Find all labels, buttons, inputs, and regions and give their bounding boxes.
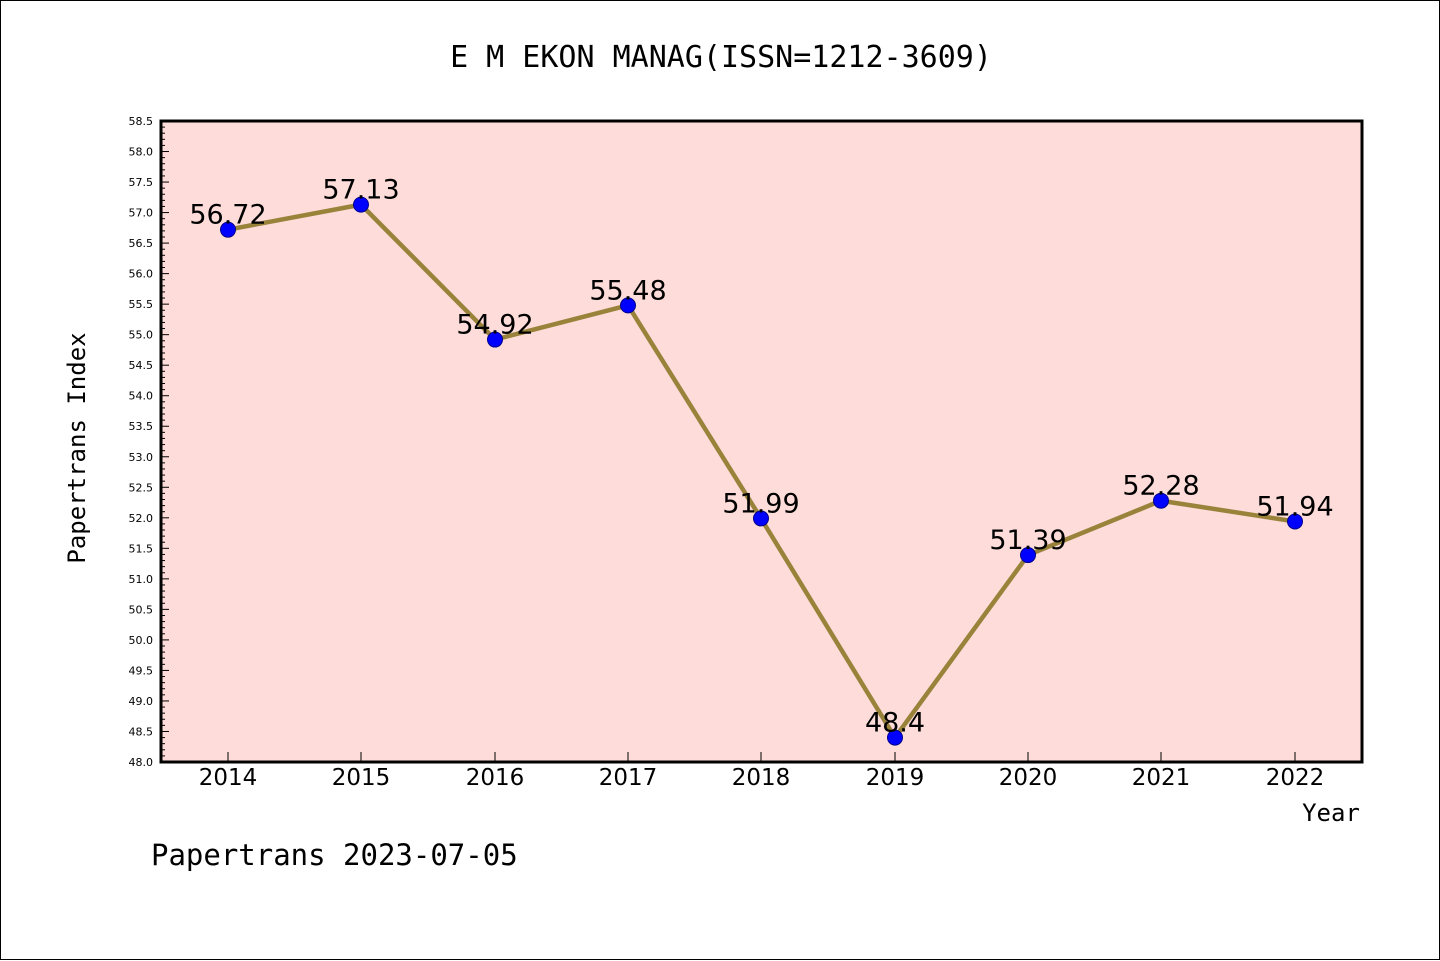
- data-point-marker: [1153, 492, 1169, 509]
- y-tick-label: 50.5: [129, 603, 154, 616]
- data-label: 52.28: [1122, 471, 1199, 502]
- data-point-marker: [620, 297, 636, 314]
- plot-area: [161, 121, 1362, 762]
- data-label: 54.92: [456, 310, 533, 341]
- x-tick-label: 2016: [466, 765, 525, 791]
- x-tick-label: 2019: [866, 765, 925, 791]
- data-point-marker: [487, 331, 503, 348]
- markers-group: [220, 196, 1303, 746]
- y-tick-label: 53.5: [129, 420, 154, 433]
- y-axis-title: Papertrans Index: [63, 332, 91, 563]
- x-tick-label: 2018: [732, 765, 791, 791]
- data-point-marker: [753, 510, 769, 527]
- data-label: 55.48: [589, 275, 666, 306]
- plot-border: [159, 119, 1364, 764]
- data-point-marker: [1287, 513, 1303, 530]
- y-tick-label: 51.5: [129, 542, 154, 555]
- x-tick-label: 2022: [1266, 765, 1325, 791]
- y-tick-label: 58.0: [129, 146, 154, 159]
- data-label: 57.13: [322, 175, 399, 206]
- y-tick-label: 54.5: [129, 359, 154, 372]
- y-tick-label: 57.5: [129, 176, 154, 189]
- y-tick-label: 57.0: [129, 207, 154, 220]
- y-tick-label: 58.5: [129, 115, 154, 128]
- footer-caption: Papertrans 2023-07-05: [151, 838, 518, 872]
- data-label: 51.39: [989, 525, 1066, 556]
- y-tick-label: 50.0: [129, 634, 154, 647]
- y-tick-label: 52.0: [129, 512, 154, 525]
- data-label: 48.4: [865, 708, 925, 739]
- data-point-marker: [887, 729, 903, 746]
- data-label: 51.94: [1256, 491, 1333, 522]
- y-tick-label: 55.0: [129, 329, 154, 342]
- y-tick-label: 51.0: [129, 573, 154, 586]
- x-tick-label: 2020: [999, 765, 1058, 791]
- x-tick-label: 2017: [599, 765, 658, 791]
- y-tick-label: 56.0: [129, 268, 154, 281]
- data-point-marker: [220, 221, 236, 238]
- data-point-marker: [353, 196, 369, 213]
- x-tick-label: 2015: [332, 765, 391, 791]
- y-tick-label: 48.0: [129, 756, 154, 769]
- x-axis-title: Year: [1302, 799, 1360, 827]
- y-tick-label: 49.0: [129, 695, 154, 708]
- x-axis: 2014 2015 2016 2017 2018 2019 2020 2021 2022: [199, 752, 1325, 791]
- y-tick-label: 56.5: [129, 237, 154, 250]
- y-tick-label: 53.0: [129, 451, 154, 464]
- y-tick-label: 55.5: [129, 298, 154, 311]
- x-tick-label: 2014: [199, 765, 258, 791]
- chart-title: E M EKON MANAG(ISSN=1212-3609): [450, 40, 992, 75]
- y-tick-label: 54.0: [129, 390, 154, 403]
- y-tick-label: 52.5: [129, 481, 154, 494]
- y-axis: 48.0 48.5 49.0 49.5 50.0 50.5 51.0 51.5 52.0 52.5…: [129, 115, 169, 769]
- data-label: 51.99: [722, 488, 799, 519]
- y-tick-label: 48.5: [129, 725, 154, 738]
- x-tick-label: 2021: [1132, 765, 1191, 791]
- data-labels-group: 56.72 57.13 54.92 55.48 51.99 48.4 51.39 52.28 5…: [189, 175, 1333, 739]
- y-tick-label: 49.5: [129, 664, 154, 677]
- data-label: 56.72: [189, 200, 266, 231]
- data-point-marker: [1020, 547, 1036, 564]
